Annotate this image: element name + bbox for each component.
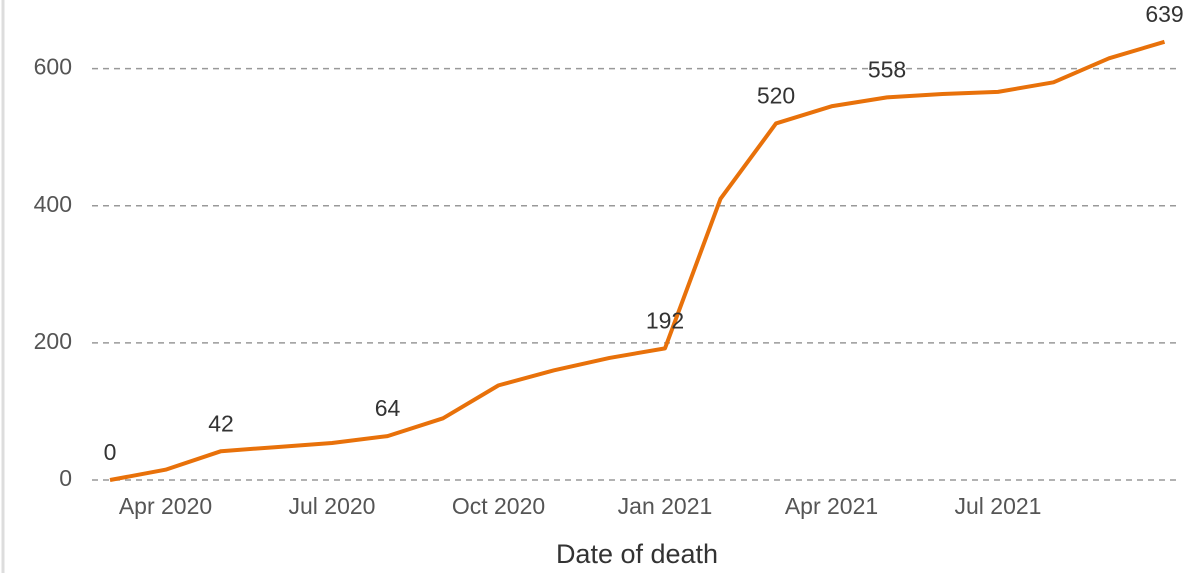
x-tick-label: Apr 2021	[785, 493, 878, 519]
y-tick-label: 600	[34, 54, 72, 80]
data-label: 558	[868, 56, 906, 82]
data-label: 520	[757, 83, 795, 109]
x-tick-label: Jan 2021	[618, 493, 713, 519]
data-label: 64	[375, 395, 401, 421]
data-label: 42	[208, 410, 234, 436]
line	[109, 39, 1166, 482]
x-axis-title: Date of death	[556, 539, 718, 569]
data-label: 639	[1145, 1, 1183, 27]
y-tick-label: 200	[34, 328, 72, 354]
x-tick-label: Jul 2020	[289, 493, 376, 519]
x-tick-label: Jul 2021	[955, 493, 1042, 519]
y-tick-label: 0	[59, 465, 72, 491]
x-tick-label: Oct 2020	[452, 493, 545, 519]
x-tick-label: Apr 2020	[119, 493, 212, 519]
data-label: 0	[104, 439, 117, 465]
data-label: 192	[646, 307, 684, 333]
y-tick-label: 400	[34, 191, 72, 217]
